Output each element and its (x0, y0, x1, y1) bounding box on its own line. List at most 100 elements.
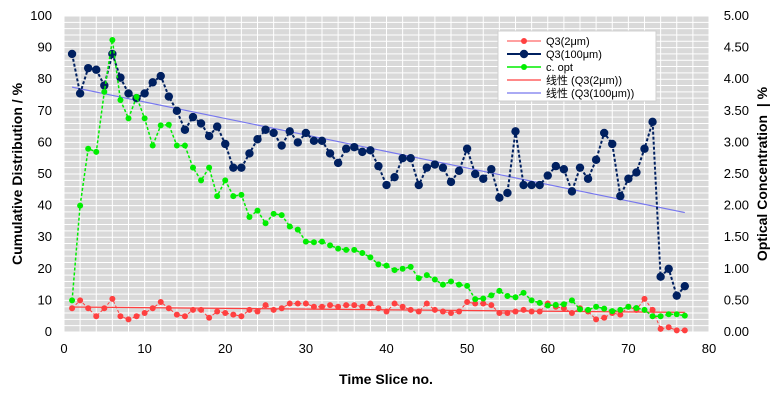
data-point (681, 312, 688, 319)
data-point (535, 180, 544, 190)
legend-entry: 线性 (Q3(2μm)) (507, 73, 622, 87)
data-point (286, 300, 293, 307)
y-tick-label: 30 (38, 229, 52, 244)
data-point (528, 297, 535, 304)
data-point (301, 128, 311, 138)
legend-swatch-marker (521, 38, 527, 44)
x-tick-label: 60 (541, 341, 555, 356)
y2-tick-label: 2.00 (724, 198, 749, 213)
y-tick-label: 0 (45, 324, 52, 339)
data-point (222, 310, 229, 317)
data-point (608, 139, 617, 149)
data-point (109, 37, 116, 44)
data-point (382, 180, 391, 190)
data-point (101, 305, 108, 312)
left-axis-ticks: 0 10 20 30 40 50 60 70 80 90 100 (30, 8, 52, 339)
data-point (367, 300, 374, 307)
data-point (149, 142, 156, 149)
data-point (633, 304, 640, 311)
data-point (487, 165, 496, 174)
data-point (601, 314, 608, 321)
data-point (109, 295, 116, 302)
data-point (512, 294, 519, 301)
data-point (625, 303, 632, 310)
data-point (673, 327, 680, 334)
data-point (383, 308, 390, 315)
data-point (439, 308, 446, 315)
data-point (335, 245, 342, 252)
x-axis-title: Time Slice no. (339, 371, 433, 387)
data-point (319, 238, 325, 245)
y2-tick-label: 2.50 (724, 166, 749, 181)
data-point (358, 147, 367, 157)
data-point (519, 180, 528, 190)
data-point (261, 125, 270, 134)
data-point (632, 168, 641, 177)
data-point (681, 327, 688, 334)
data-point (100, 81, 109, 90)
y2-tick-label: 4.50 (724, 40, 749, 55)
data-point (391, 267, 398, 274)
data-point (351, 246, 358, 253)
data-point (343, 302, 350, 309)
data-point (165, 305, 172, 312)
data-point (237, 163, 246, 172)
data-point (309, 136, 319, 146)
data-point (343, 246, 350, 253)
data-point (325, 149, 335, 158)
data-point (446, 177, 456, 187)
data-point (656, 272, 665, 281)
data-point (164, 92, 174, 101)
x-tick-label: 30 (299, 341, 313, 356)
data-point (254, 308, 261, 315)
legend-label: Q3(100μm) (546, 49, 602, 61)
data-point (470, 169, 480, 179)
data-point (262, 302, 269, 309)
legend-entry: Q3(100μm) (507, 49, 602, 61)
data-point (173, 142, 180, 149)
data-point (462, 144, 472, 153)
data-point (512, 308, 519, 315)
data-point (624, 174, 633, 183)
x-tick-label: 0 (60, 341, 67, 356)
data-point (238, 313, 245, 320)
data-point (438, 163, 448, 172)
legend-swatch-marker (519, 49, 529, 59)
data-point (286, 223, 293, 230)
data-point (229, 163, 238, 172)
data-point (69, 305, 76, 312)
data-point (351, 302, 358, 309)
data-point (575, 163, 585, 172)
data-point (116, 73, 125, 82)
data-point (520, 306, 527, 313)
data-point (511, 127, 520, 136)
data-point (415, 275, 422, 282)
y-tick-label: 100 (30, 8, 52, 23)
data-point (133, 93, 140, 100)
data-point (125, 115, 132, 122)
data-point (92, 65, 101, 74)
data-point (230, 311, 237, 318)
data-point (601, 305, 608, 312)
data-point (230, 193, 237, 200)
data-point (664, 264, 673, 273)
data-point (551, 161, 561, 171)
y2-axis-title: Optical Concentration | % (754, 86, 770, 261)
data-point (536, 299, 543, 306)
data-point (480, 300, 487, 307)
data-point (206, 164, 213, 171)
data-point (204, 131, 214, 141)
y-tick-label: 50 (38, 166, 52, 181)
data-point (414, 180, 423, 190)
data-point (422, 163, 432, 172)
data-point (448, 278, 454, 285)
data-point (77, 297, 84, 304)
data-point (567, 187, 577, 196)
x-tick-label: 10 (137, 341, 151, 356)
x-tick-label: 50 (460, 341, 474, 356)
data-point (464, 282, 471, 289)
data-point (133, 313, 140, 320)
data-point (568, 297, 575, 304)
data-point (399, 265, 406, 272)
legend-entry: 线性 (Q3(100μm)) (507, 86, 634, 100)
